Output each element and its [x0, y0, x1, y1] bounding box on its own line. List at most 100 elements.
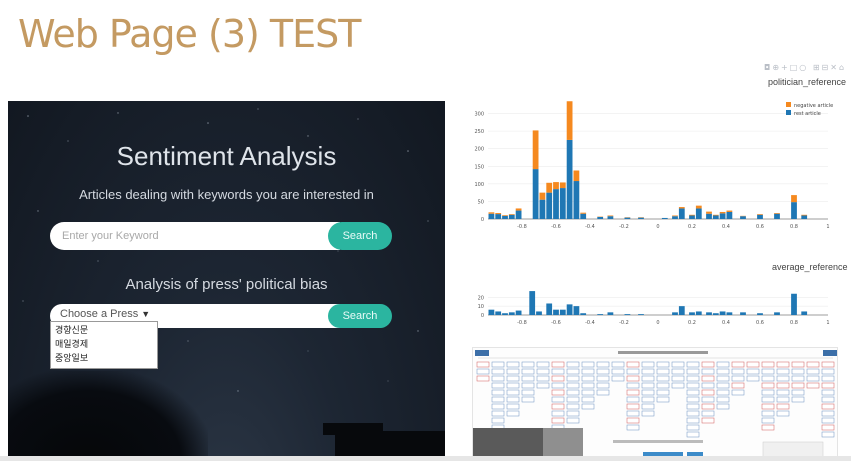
autoscale-icon[interactable]: ✕ [830, 63, 839, 72]
bar-rest-article [706, 213, 712, 219]
map-cell [731, 382, 745, 389]
bar-negative-article [695, 205, 702, 209]
map-cell [776, 382, 790, 389]
map-cell [671, 368, 685, 375]
map-cell [806, 361, 820, 368]
bar-negative-article [508, 214, 515, 215]
x-tick-label: -0.4 [585, 224, 595, 230]
map-cell [716, 382, 730, 389]
keyword-input[interactable] [50, 222, 340, 250]
map-cell [566, 403, 580, 410]
x-tick-label: 0.2 [688, 320, 696, 326]
map-cell [551, 361, 565, 368]
map-cell [566, 389, 580, 396]
sentiment-hero-panel: Sentiment Analysis Articles dealing with… [8, 101, 445, 461]
map-cell [806, 375, 820, 382]
press-option[interactable]: 중앙일보 [55, 354, 89, 364]
y-tick-label: 250 [474, 129, 484, 135]
map-cell [536, 361, 550, 368]
y-tick-label: 20 [478, 295, 484, 301]
bar-rest-article [546, 192, 553, 219]
map-cell [506, 382, 520, 389]
map-cell [626, 417, 640, 424]
map-cell [686, 389, 700, 396]
press-option[interactable]: 경향신문 [55, 326, 89, 336]
x-tick-label: 0.2 [688, 224, 696, 230]
bar-negative-article [580, 212, 587, 214]
map-cell [821, 424, 835, 431]
map-cell [596, 361, 610, 368]
map-cell [701, 403, 715, 410]
map-cell [656, 382, 670, 389]
map-cell [506, 361, 520, 368]
chevron-down-icon: ▼ [141, 309, 151, 319]
bar-negative-article [757, 214, 763, 215]
map-cell [821, 410, 835, 417]
bar-rest-article [801, 215, 808, 219]
bar-rest-article [597, 216, 604, 219]
press-option[interactable]: 매일경제 [55, 340, 89, 350]
map-cell [821, 396, 835, 403]
map-cell [566, 417, 580, 424]
pan-icon[interactable]: + [781, 63, 790, 72]
bottom-scrollbar[interactable] [0, 456, 851, 461]
map-cell [491, 361, 505, 368]
map-cell [521, 396, 535, 403]
map-cell [701, 382, 715, 389]
bar-rest-article [580, 213, 587, 219]
map-cell [686, 403, 700, 410]
map-cell [536, 382, 550, 389]
map-cell [551, 389, 565, 396]
map-cell [506, 410, 520, 417]
map-cell [506, 368, 520, 375]
bar [573, 306, 580, 315]
y-tick-label: 0 [481, 217, 484, 223]
bar [719, 311, 726, 315]
map-cell [581, 361, 595, 368]
zoom-icon[interactable]: ⊕ [772, 63, 782, 72]
map-cell [551, 382, 565, 389]
map-cell [821, 361, 835, 368]
reset-icon[interactable]: ⌂ [838, 63, 847, 72]
map-cell [641, 396, 655, 403]
x-tick-label: 1 [826, 320, 829, 326]
bar [488, 309, 495, 315]
press-search-button[interactable]: Search [328, 304, 392, 328]
bar-negative-article [553, 182, 559, 190]
keyword-search-button[interactable]: Search [328, 222, 392, 250]
x-tick-label: 0.4 [722, 320, 730, 326]
bar-negative-article [774, 213, 780, 214]
bar [607, 312, 614, 315]
map-cell [776, 368, 790, 375]
map-cell [746, 368, 760, 375]
bar [672, 312, 678, 315]
y-tick-label: 50 [478, 199, 484, 205]
map-cell [581, 368, 595, 375]
legend-swatch-negative [786, 102, 791, 107]
map-cell [761, 361, 775, 368]
camera-icon[interactable]: ◘ [764, 63, 773, 72]
bar [774, 312, 780, 315]
map-cell [641, 410, 655, 417]
legend-rest-label: rest article [794, 111, 821, 117]
bar-rest-article [624, 217, 631, 219]
bar-negative-article [689, 214, 695, 216]
map-cell [611, 368, 625, 375]
x-tick-label: 0.8 [790, 320, 798, 326]
map-cell [551, 417, 565, 424]
map-cell [551, 410, 565, 417]
bar-negative-article [566, 101, 573, 140]
bar-rest-article [672, 216, 678, 219]
bar [553, 309, 559, 315]
map-cell [611, 361, 625, 368]
select-icon[interactable]: □ [789, 63, 800, 72]
map-cell [566, 375, 580, 382]
map-cell [671, 361, 685, 368]
zoom-out-icon[interactable]: ⊟ [821, 63, 831, 72]
bar-negative-article [515, 208, 522, 211]
bar [801, 311, 808, 315]
zoom-in-icon[interactable]: ⊞ [812, 63, 822, 72]
lasso-icon[interactable]: ○ [799, 63, 809, 72]
map-cell [506, 375, 520, 382]
map-cell [521, 361, 535, 368]
